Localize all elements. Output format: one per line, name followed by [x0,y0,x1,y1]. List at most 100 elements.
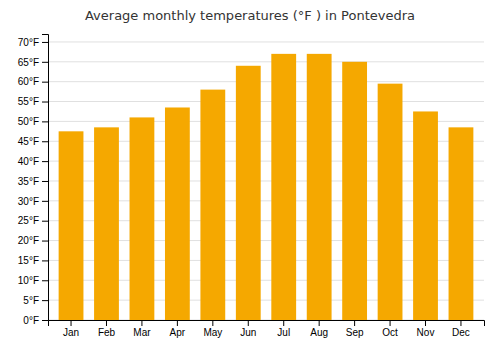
y-tick: 45°F [18,136,48,147]
x-tick-mark [460,320,461,326]
bar [449,127,474,320]
x-tick-label: Jun [240,327,256,338]
y-tick-mark [42,280,48,281]
grid-line [48,41,484,42]
x-tick-label: Sep [346,327,364,338]
x-tick-label: Dec [452,327,470,338]
y-tick: 60°F [18,76,48,87]
x-tick: Jun [240,320,256,338]
y-tick: 35°F [18,176,48,187]
y-tick-label: 10°F [18,275,39,286]
bar [307,54,332,320]
x-tick: Aug [310,320,328,338]
y-tick: 20°F [18,235,48,246]
bar [271,54,296,320]
y-tick-mark [42,201,48,202]
y-tick-mark [42,141,48,142]
grid-line [48,81,484,82]
bars [59,54,474,320]
x-tick: May [203,320,222,338]
x-tick-label: Nov [417,327,435,338]
x-tick-mark [425,320,426,326]
x-tick-label: Jan [63,327,79,338]
y-tick: 65°F [18,57,48,68]
x-tick-mark [177,320,178,326]
y-tick-mark [42,241,48,242]
y-tick-mark [42,102,48,103]
y-tick: 50°F [18,116,48,127]
y-tick-label: 50°F [18,116,39,127]
bar [236,66,261,320]
y-tick-label: 0°F [23,315,39,326]
x-tick: Feb [98,320,116,338]
y-axis: 0°F 5°F 10°F 15°F 20°F 25°F 30°F 35°F 40°F 45°F 50… [18,35,49,326]
title: Average monthly temperatures (°F ) in Po… [85,8,415,23]
x-tick-mark [319,320,320,326]
x-tick-mark [248,320,249,326]
grid [48,42,484,320]
y-tick: 40°F [18,156,48,167]
y-tick: 15°F [18,255,48,266]
x-tick: Dec [452,320,470,338]
y-tick-label: 5°F [23,295,39,306]
plot: Jan Feb Mar Apr May Jun Jul Aug Sep Oct Nov Dec 0°F 5… [18,35,485,339]
y-tick-mark [42,221,48,222]
x-tick: Apr [170,320,186,338]
y-tick-mark [42,82,48,83]
x-tick: Nov [417,320,435,338]
grid-line [48,61,484,62]
bar [59,131,84,320]
y-tick-mark [42,42,48,43]
y-tick-label: 60°F [18,76,39,87]
bar [200,90,225,320]
y-tick-label: 45°F [18,136,39,147]
x-tick-label: Oct [382,327,398,338]
y-tick: 25°F [18,215,48,226]
x-tick-mark [283,320,284,326]
y-tick-label: 55°F [18,96,39,107]
y-tick-label: 70°F [18,37,39,48]
y-tick-mark [42,320,48,321]
x-axis: Jan Feb Mar Apr May Jun Jul Aug Sep Oct Nov Dec [49,320,485,338]
x-tick-mark [390,320,391,326]
x-axis-line [49,321,485,327]
x-tick: Jul [277,320,290,338]
y-tick-mark [42,181,48,182]
x-tick-label: Jul [277,327,290,338]
y-tick: 10°F [18,275,48,286]
y-tick-mark [42,260,48,261]
x-tick-label: May [203,327,222,338]
bar [413,111,438,320]
y-tick-mark [42,161,48,162]
y-tick-mark [42,300,48,301]
y-tick-label: 35°F [18,176,39,187]
x-tick-mark [141,320,142,326]
x-tick-mark [106,320,107,326]
y-tick-label: 40°F [18,156,39,167]
x-tick-label: Aug [310,327,328,338]
bar [378,84,403,320]
y-tick-mark [42,62,48,63]
y-tick-mark [42,121,48,122]
y-tick-label: 20°F [18,235,39,246]
bar [94,127,119,320]
x-tick-mark [354,320,355,326]
y-tick-label: 25°F [18,215,39,226]
y-tick: 55°F [18,96,48,107]
x-tick-mark [212,320,213,326]
x-tick: Jan [63,320,79,338]
y-tick: 70°F [18,37,48,48]
y-tick: 0°F [23,315,48,326]
grid-line [48,101,484,102]
y-tick-label: 15°F [18,255,39,266]
x-tick-label: Feb [98,327,116,338]
x-tick: Sep [346,320,364,338]
x-tick: Oct [382,320,398,338]
bar [342,62,367,320]
bar [165,107,190,320]
x-tick: Mar [133,320,151,338]
y-tick: 30°F [18,196,48,207]
y-tick-label: 65°F [18,57,39,68]
y-tick-label: 30°F [18,196,39,207]
y-tick: 5°F [23,295,48,306]
